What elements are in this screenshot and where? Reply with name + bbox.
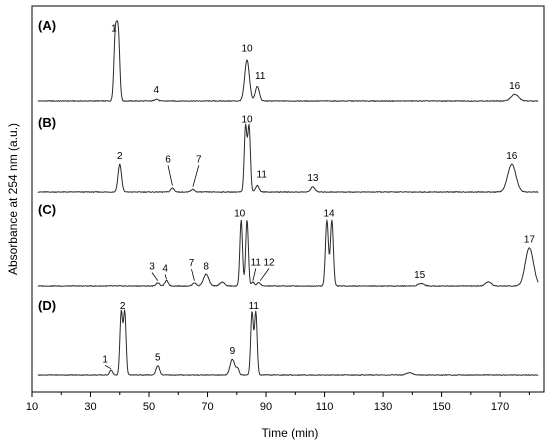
- peak-label-10: 10: [241, 115, 253, 126]
- peak-label-9: 9: [230, 346, 236, 357]
- peak-label-10: 10: [241, 44, 253, 55]
- peak-label-14: 14: [323, 209, 335, 220]
- trace-line: [37, 20, 539, 102]
- peak-leader-1: [104, 365, 112, 370]
- peak-leader-3: [151, 272, 159, 281]
- trace-line: [37, 309, 539, 376]
- x-tick-label-50: 50: [143, 401, 155, 413]
- peak-leader-7: [191, 269, 195, 281]
- peak-label-11: 11: [255, 71, 266, 82]
- trace-line: [37, 219, 539, 287]
- peak-label-4: 4: [154, 85, 160, 96]
- panel-label: (C): [38, 202, 56, 217]
- peak-label-11: 11: [249, 301, 260, 312]
- peak-label-16: 16: [509, 81, 521, 92]
- panel-2: (B) 2 6 7 10 11 13 16: [37, 115, 539, 193]
- plot-border: [31, 5, 545, 393]
- peak-label-5: 5: [155, 353, 161, 364]
- peak-leader-6: [167, 165, 173, 186]
- peak-label-6: 6: [165, 154, 171, 165]
- trace-line: [37, 123, 539, 193]
- peak-label-15: 15: [414, 270, 426, 281]
- x-tick-label-110: 110: [316, 401, 334, 413]
- peak-label-1: 1: [111, 24, 117, 35]
- peak-label-7: 7: [189, 258, 195, 269]
- x-tick-label-130: 130: [374, 401, 392, 413]
- peak-label-1: 1: [102, 354, 108, 365]
- peak-leader-11: [252, 268, 257, 281]
- peak-label-2: 2: [117, 151, 123, 162]
- panel-4: (D) 1 2 5 9 11: [37, 298, 539, 376]
- panel-1: (A) 1 4 10 11 16: [37, 18, 539, 102]
- peak-label-11: 11: [257, 170, 268, 181]
- peak-leader-7: [192, 165, 200, 187]
- x-tick-label-70: 70: [201, 401, 213, 413]
- x-tick-label-170: 170: [491, 401, 509, 413]
- peak-label-7: 7: [196, 154, 202, 165]
- peak-label-10: 10: [234, 209, 246, 220]
- y-axis-label: Absorbance at 254 nm (a.u.): [6, 123, 20, 275]
- peak-label-4: 4: [162, 264, 168, 275]
- panel-3: (C) 3 4 7 8 10 11 12 14 15 17: [37, 202, 539, 287]
- x-tick-label-150: 150: [432, 401, 450, 413]
- peak-label-17: 17: [524, 234, 536, 245]
- peak-label-16: 16: [506, 151, 518, 162]
- peak-label-13: 13: [307, 173, 319, 184]
- peak-leader-12: [259, 268, 270, 281]
- peak-label-11: 11: [251, 258, 262, 269]
- x-axis: 10 30 50 70 90 110 130 150 170: [26, 392, 530, 413]
- peak-leader-4: [164, 274, 167, 280]
- panel-label: (B): [38, 115, 56, 130]
- peak-label-12: 12: [263, 258, 275, 269]
- x-tick-label-90: 90: [260, 401, 272, 413]
- x-tick-label-30: 30: [84, 401, 96, 413]
- peak-label-2: 2: [120, 301, 126, 312]
- peak-label-8: 8: [203, 262, 209, 273]
- x-tick-label-10: 10: [26, 401, 38, 413]
- x-axis-label: Time (min): [262, 426, 319, 440]
- panel-label: (D): [38, 298, 56, 313]
- panel-label: (A): [38, 18, 56, 33]
- plot-frame: [31, 5, 545, 393]
- peak-label-3: 3: [149, 262, 155, 273]
